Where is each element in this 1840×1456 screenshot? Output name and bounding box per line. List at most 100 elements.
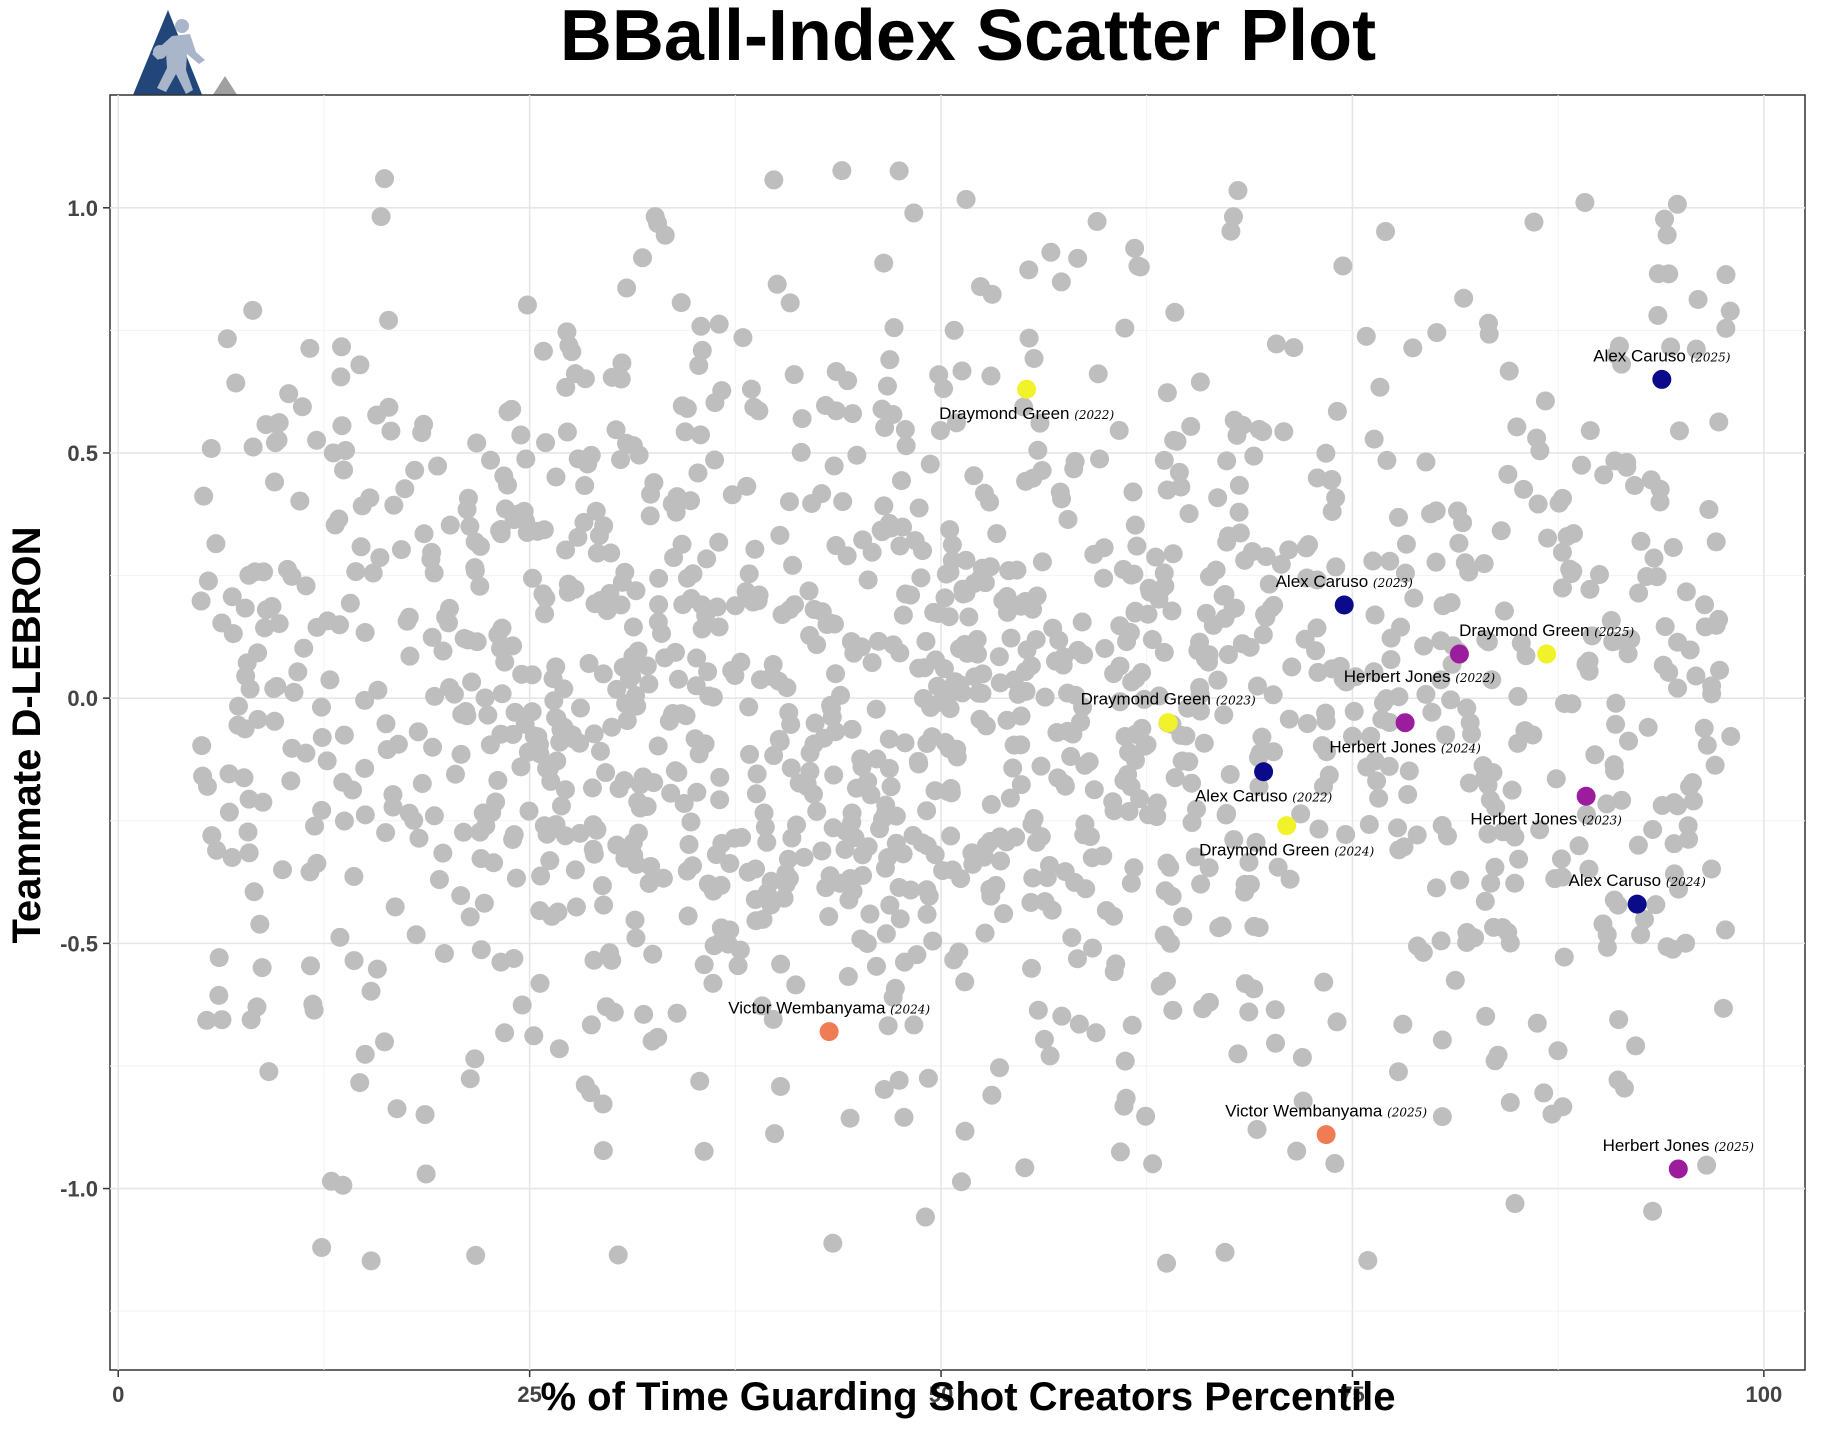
- background-point: [428, 456, 448, 476]
- background-point: [614, 771, 634, 791]
- background-point: [755, 817, 775, 837]
- background-point: [639, 674, 659, 694]
- background-point: [870, 819, 890, 839]
- background-point: [1058, 509, 1078, 529]
- background-point: [223, 624, 243, 644]
- background-point: [253, 792, 273, 812]
- background-point: [332, 416, 352, 436]
- background-point: [753, 909, 773, 929]
- highlighted-point: [1576, 786, 1596, 806]
- background-point: [976, 716, 996, 736]
- background-point: [1342, 726, 1362, 746]
- background-point: [1021, 656, 1041, 676]
- background-point: [602, 717, 622, 737]
- background-point: [981, 795, 1001, 815]
- background-point: [1376, 689, 1396, 709]
- background-point: [709, 617, 729, 637]
- point-label-player: Draymond Green: [1199, 841, 1334, 860]
- background-point: [1695, 617, 1715, 637]
- background-point: [1147, 807, 1167, 827]
- background-point: [406, 925, 426, 945]
- background-point: [1650, 492, 1670, 512]
- background-point: [332, 337, 352, 357]
- background-point: [582, 778, 602, 798]
- background-point: [1608, 1070, 1628, 1090]
- background-point: [826, 361, 846, 381]
- background-point: [1032, 552, 1052, 572]
- background-point: [330, 615, 350, 635]
- background-point: [1266, 334, 1286, 354]
- background-point: [397, 611, 417, 631]
- background-point: [1404, 588, 1424, 608]
- axes: 0 25 50 75 100 1.0 0.5 0.0 -0.5 -1.0: [60, 196, 1782, 1407]
- background-point: [1249, 419, 1269, 439]
- background-point: [1154, 642, 1174, 662]
- background-point: [1213, 586, 1233, 606]
- background-point: [918, 1068, 938, 1088]
- background-point: [481, 450, 501, 470]
- background-point: [673, 595, 693, 615]
- background-point: [1454, 288, 1474, 308]
- background-point: [720, 854, 740, 874]
- background-point: [1325, 1154, 1345, 1174]
- background-point: [206, 534, 226, 554]
- background-point: [739, 697, 759, 717]
- background-point: [579, 654, 599, 674]
- background-point: [1082, 848, 1102, 868]
- background-point: [761, 895, 781, 915]
- background-point: [946, 413, 966, 433]
- background-point: [942, 551, 962, 571]
- background-point: [1263, 685, 1283, 705]
- background-point: [643, 944, 663, 964]
- background-point: [1669, 879, 1689, 899]
- background-point: [1165, 768, 1185, 788]
- background-point: [1191, 874, 1211, 894]
- background-point: [355, 1044, 375, 1064]
- background-point: [1431, 670, 1451, 690]
- background-point: [1221, 221, 1241, 241]
- background-point: [1663, 537, 1683, 557]
- background-point: [434, 943, 454, 963]
- background-point: [1130, 257, 1150, 277]
- background-point: [219, 802, 239, 822]
- highlighted-point: [1395, 713, 1415, 733]
- background-point: [1217, 451, 1237, 471]
- background-point: [606, 420, 626, 440]
- background-point: [901, 880, 921, 900]
- background-point: [877, 376, 897, 396]
- background-point: [728, 956, 748, 976]
- background-point: [1247, 1119, 1267, 1139]
- background-point: [1498, 464, 1518, 484]
- background-point: [878, 1016, 898, 1036]
- background-point: [741, 379, 761, 399]
- point-label: Herbert Jones (2024): [1329, 738, 1481, 757]
- background-point: [1515, 721, 1535, 741]
- background-points: [191, 161, 1741, 1273]
- background-point: [255, 618, 275, 638]
- background-point: [681, 812, 701, 832]
- background-point: [990, 1058, 1010, 1078]
- background-point: [265, 472, 285, 492]
- background-point: [641, 856, 661, 876]
- y-axis-title: Teammate D-LEBRON: [5, 526, 49, 943]
- background-point: [1088, 364, 1108, 384]
- background-point: [879, 513, 899, 533]
- background-point: [1291, 804, 1311, 824]
- point-label-year: (2024): [890, 1003, 930, 1017]
- background-point: [1571, 455, 1591, 475]
- background-point: [1330, 656, 1350, 676]
- highlighted-point: [1334, 595, 1354, 615]
- background-point: [1432, 1030, 1452, 1050]
- background-point: [907, 945, 927, 965]
- background-point: [824, 765, 844, 785]
- background-point: [1279, 540, 1299, 560]
- background-point: [1644, 548, 1664, 568]
- background-point: [1214, 705, 1234, 725]
- background-point: [792, 409, 812, 429]
- background-point: [1069, 1014, 1089, 1034]
- background-point: [445, 764, 465, 784]
- background-point: [895, 733, 915, 753]
- background-point: [874, 253, 894, 273]
- background-point: [677, 398, 697, 418]
